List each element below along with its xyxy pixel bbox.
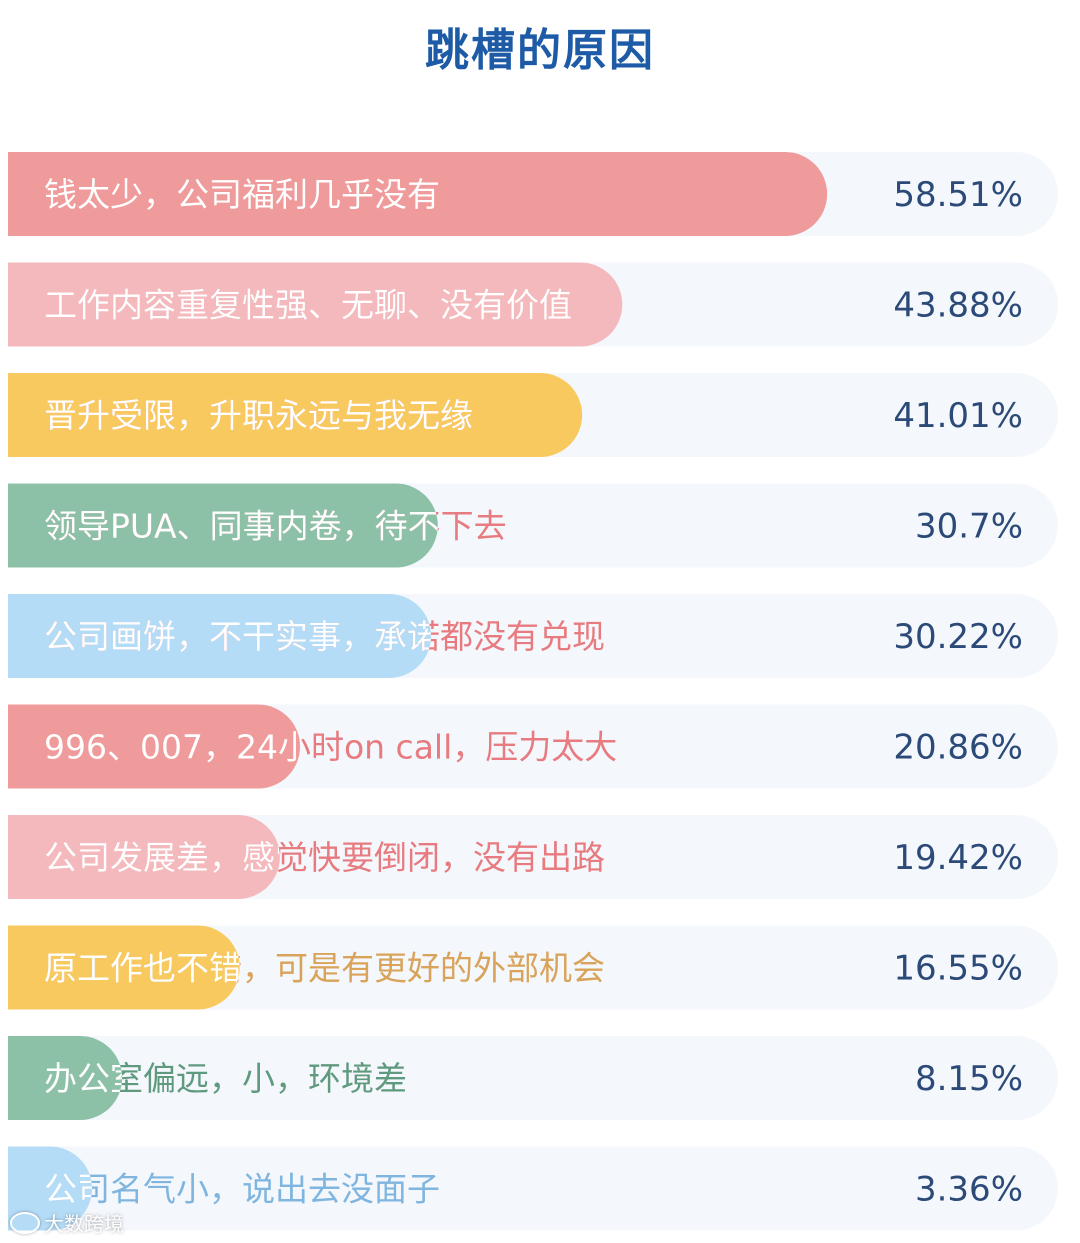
category-label: 办公室偏远，小，环境差	[44, 1059, 407, 1098]
category-label: 工作内容重复性强、无聊、没有价值	[44, 286, 572, 325]
bar	[8, 815, 280, 899]
value-label: 3.36%	[915, 1170, 1023, 1210]
value-label: 41.01%	[893, 396, 1023, 436]
bar	[8, 1146, 92, 1231]
watermark: 大数跨境	[10, 1208, 124, 1237]
category-label-inside: 公司画饼，不干实事，承诺都没有兑现	[44, 617, 605, 656]
chart-title: 跳槽的原因	[425, 25, 655, 76]
bar-track	[8, 1036, 1058, 1120]
watermark-logo-icon	[10, 1211, 40, 1234]
value-label: 8.15%	[915, 1059, 1023, 1099]
category-label-inside: 原工作也不错，可是有更好的外部机会	[44, 949, 605, 988]
category-label: 领导PUA、同事内卷，待不下去	[44, 507, 507, 546]
bar	[8, 925, 240, 1010]
category-label: 公司画饼，不干实事，承诺都没有兑现	[44, 617, 605, 656]
category-label-inside: 996、007，24小时on call，压力太大	[44, 728, 617, 767]
value-label: 43.88%	[893, 286, 1023, 326]
value-label: 16.55%	[893, 949, 1023, 989]
value-label: 20.86%	[893, 728, 1023, 768]
category-label-inside: 钱太少，公司福利几乎没有	[44, 175, 440, 214]
value-label: 19.42%	[893, 838, 1023, 878]
bar	[8, 262, 623, 347]
category-label: 公司发展差，感觉快要倒闭，没有出路	[44, 838, 605, 877]
category-label: 公司名气小，说出去没面子	[44, 1170, 440, 1209]
category-label: 原工作也不错，可是有更好的外部机会	[44, 949, 605, 988]
bar-row: 996、007，24小时on call，压力太大996、007，24小时on c…	[8, 704, 1058, 789]
category-label-inside: 公司发展差，感觉快要倒闭，没有出路	[44, 838, 605, 877]
category-label: 晋升受限，升职永远与我无缘	[44, 396, 473, 435]
category-label-inside: 办公室偏远，小，环境差	[44, 1059, 407, 1098]
value-label: 30.22%	[893, 617, 1023, 657]
bar	[8, 483, 438, 568]
value-label: 30.7%	[915, 507, 1023, 547]
bar	[8, 594, 432, 678]
watermark-text: 大数跨境	[44, 1212, 124, 1236]
bar	[8, 152, 828, 236]
bar	[8, 373, 583, 457]
category-label-inside: 晋升受限，升职永远与我无缘	[44, 396, 473, 435]
bar-track	[8, 925, 1058, 1010]
category-label-inside: 工作内容重复性强、无聊、没有价值	[44, 286, 572, 325]
value-label: 58.51%	[893, 175, 1023, 215]
category-label: 钱太少，公司福利几乎没有	[44, 175, 440, 214]
category-label-inside: 领导PUA、同事内卷，待不下去	[44, 507, 507, 546]
category-label-inside: 公司名气小，说出去没面子	[44, 1170, 440, 1209]
bar-track	[8, 1146, 1058, 1231]
bar	[8, 1036, 123, 1120]
bar	[8, 704, 301, 789]
category-label: 996、007，24小时on call，压力太大	[44, 728, 617, 767]
